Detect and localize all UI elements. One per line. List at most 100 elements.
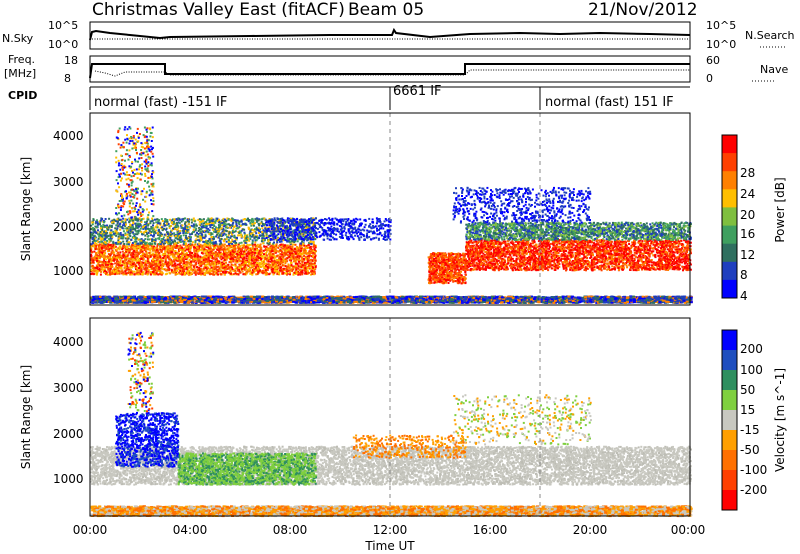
power-cell bbox=[158, 256, 161, 259]
power-cell bbox=[251, 273, 254, 276]
power-cell bbox=[250, 262, 253, 265]
power-cell bbox=[193, 266, 196, 269]
power-cell bbox=[144, 264, 147, 267]
power-cell bbox=[179, 244, 182, 247]
power-cell bbox=[157, 237, 160, 240]
power-cell bbox=[123, 243, 126, 245]
power-cell bbox=[129, 260, 132, 263]
power-cell bbox=[157, 229, 160, 232]
power-cell bbox=[171, 248, 174, 251]
power-cell bbox=[221, 261, 224, 264]
power-cell bbox=[251, 251, 254, 254]
power-cell bbox=[154, 218, 156, 221]
power-cell bbox=[216, 268, 219, 271]
power-cell bbox=[153, 242, 156, 245]
power-cell bbox=[268, 264, 271, 267]
power-cell bbox=[103, 221, 105, 224]
power-cell bbox=[166, 249, 169, 252]
power-cell bbox=[191, 232, 194, 235]
power-cell bbox=[100, 247, 103, 250]
power-cell bbox=[130, 252, 133, 255]
power-cell bbox=[118, 261, 120, 264]
power-cell bbox=[153, 263, 156, 266]
power-cell bbox=[233, 258, 236, 261]
power-cell bbox=[105, 271, 108, 273]
power-cell bbox=[193, 248, 196, 251]
power-cell bbox=[292, 273, 295, 276]
power-cell bbox=[103, 271, 106, 274]
power-cell bbox=[275, 264, 278, 267]
power-cell bbox=[234, 247, 237, 250]
power-cell bbox=[263, 245, 266, 248]
power-cell bbox=[94, 254, 97, 256]
power-cell bbox=[189, 251, 192, 254]
power-cell bbox=[174, 250, 177, 253]
power-cell bbox=[257, 267, 260, 270]
power-cell bbox=[137, 244, 140, 247]
power-cell bbox=[141, 250, 144, 253]
power-cell bbox=[194, 241, 197, 244]
power-cell bbox=[91, 272, 94, 275]
power-cell bbox=[209, 273, 211, 276]
power-cell bbox=[241, 246, 244, 249]
power-cell bbox=[202, 261, 205, 264]
power-cell bbox=[188, 263, 191, 266]
power-cell bbox=[145, 268, 148, 271]
power-cell bbox=[259, 257, 262, 259]
power-cell bbox=[220, 273, 223, 276]
power-cell bbox=[271, 248, 273, 251]
power-cell bbox=[301, 264, 304, 267]
power-cell bbox=[169, 238, 172, 241]
power-cell bbox=[166, 256, 169, 259]
power-cell bbox=[96, 256, 99, 259]
power-cell bbox=[204, 254, 207, 257]
power-cell bbox=[123, 263, 126, 266]
power-cell bbox=[266, 268, 269, 271]
power-cell bbox=[144, 250, 147, 253]
power-cell bbox=[148, 229, 151, 232]
power-cell bbox=[222, 244, 225, 247]
power-cell bbox=[247, 252, 250, 255]
power-cell bbox=[216, 217, 219, 220]
power-cell bbox=[120, 272, 123, 275]
power-cell bbox=[207, 258, 210, 260]
power-cell bbox=[145, 255, 147, 258]
power-cell bbox=[99, 273, 102, 276]
power-cell bbox=[251, 272, 254, 275]
power-cell bbox=[223, 269, 226, 272]
power-cell bbox=[232, 269, 235, 272]
power-cell bbox=[252, 250, 255, 252]
power-cell bbox=[238, 266, 241, 269]
power-cell bbox=[159, 256, 162, 259]
power-cell bbox=[234, 230, 237, 233]
power-cell bbox=[114, 230, 117, 233]
power-cell bbox=[275, 263, 277, 266]
power-cell bbox=[232, 252, 235, 255]
power-cell bbox=[201, 270, 204, 273]
power-cell bbox=[214, 251, 217, 254]
power-cell bbox=[99, 260, 102, 263]
power-cell bbox=[277, 267, 280, 270]
power-cell bbox=[169, 263, 172, 266]
power-cell bbox=[135, 249, 138, 252]
power-cell bbox=[314, 264, 317, 267]
power-cell bbox=[308, 255, 311, 258]
power-cell bbox=[101, 260, 104, 263]
power-cell bbox=[117, 256, 120, 259]
power-cell bbox=[213, 230, 216, 233]
power-cell bbox=[201, 233, 204, 236]
power-cell bbox=[103, 259, 106, 262]
power-cell bbox=[161, 220, 164, 222]
power-cell bbox=[134, 247, 137, 250]
power-cell bbox=[151, 245, 154, 248]
power-cell bbox=[158, 264, 161, 266]
power-cell bbox=[107, 256, 109, 259]
power-cell bbox=[189, 247, 192, 250]
power-cell bbox=[225, 252, 228, 255]
power-cell bbox=[252, 260, 255, 262]
power-cell bbox=[227, 247, 230, 250]
power-cell bbox=[219, 257, 222, 260]
power-cell bbox=[185, 258, 188, 260]
power-cell bbox=[160, 273, 163, 276]
power-cell bbox=[284, 250, 287, 253]
